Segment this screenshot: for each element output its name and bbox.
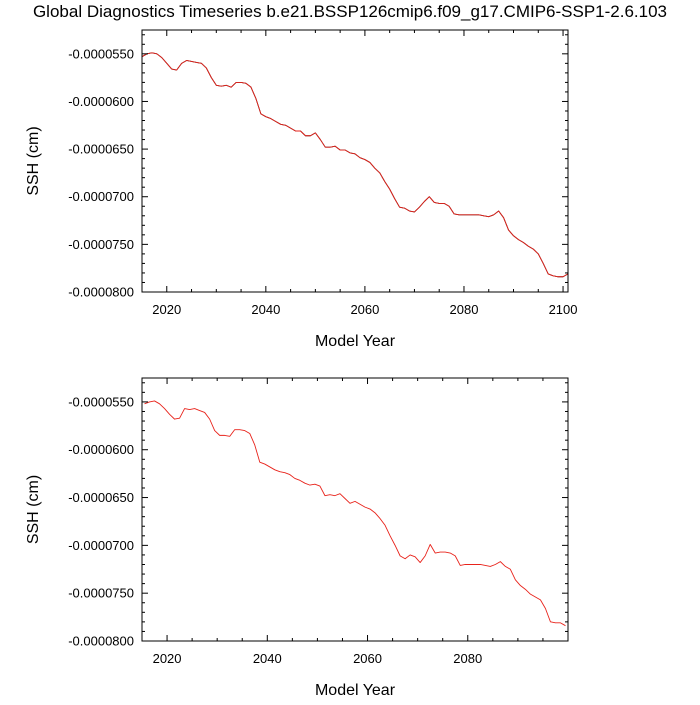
x-axis-label: Model Year xyxy=(315,682,396,699)
y-axis-label: SSH (cm) xyxy=(25,126,42,195)
y-tick-label: -0.0000800 xyxy=(68,285,134,300)
y-tick-label: -0.0000550 xyxy=(68,46,134,61)
plot-frame xyxy=(141,29,569,293)
series-annual-line xyxy=(144,400,566,627)
y-tick-label: -0.0000650 xyxy=(68,490,134,505)
x-axis-label: Model Year xyxy=(315,333,396,350)
y-axis-label: SSH (cm) xyxy=(25,475,42,544)
x-tick-label: 2060 xyxy=(350,302,379,317)
y-tick-label: -0.0000700 xyxy=(68,189,134,204)
x-tick-label: 2020 xyxy=(152,302,181,317)
plot-frame xyxy=(141,377,569,642)
series-smoothed-line xyxy=(141,52,569,278)
x-tick-label: 2080 xyxy=(450,302,479,317)
x-tick-label: 2020 xyxy=(153,651,182,666)
y-tick-label: -0.0000800 xyxy=(68,634,134,649)
y-tick-label: -0.0000650 xyxy=(68,142,134,157)
y-tick-label: -0.0000750 xyxy=(68,586,134,601)
x-tick-label: 2040 xyxy=(253,651,282,666)
x-tick-label: 2100 xyxy=(549,302,578,317)
chart-2: 2020 2040 2060 2080 -0.0000550 -0.0000600 -0.0… xyxy=(25,377,569,699)
y-tick-label: -0.0000750 xyxy=(68,237,134,252)
x-tick-label: 2060 xyxy=(353,651,382,666)
x-tick-label: 2040 xyxy=(251,302,280,317)
y-tick-label: -0.0000700 xyxy=(68,538,134,553)
x-tick-label: 2080 xyxy=(453,651,482,666)
y-tick-label: -0.0000550 xyxy=(68,394,134,409)
y-tick-label: -0.0000600 xyxy=(68,442,134,457)
y-tick-label: -0.0000600 xyxy=(68,94,134,109)
page-title: Global Diagnostics Timeseries b.e21.BSSP… xyxy=(32,2,668,21)
series-monthly-line xyxy=(141,52,569,278)
chart-1: 2020 2040 2060 2080 2100 -0.0000550 -0.0000600… xyxy=(25,29,578,350)
